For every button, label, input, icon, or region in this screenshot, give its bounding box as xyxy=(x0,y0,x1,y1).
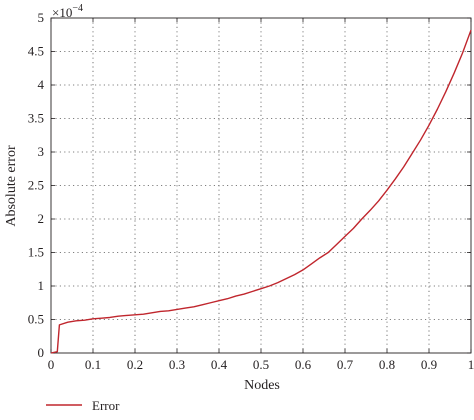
x-tick-label: 0.9 xyxy=(421,357,437,372)
series-line-error xyxy=(50,29,472,354)
y-tick-label: 4.5 xyxy=(28,44,44,59)
y-tick-label: 3.5 xyxy=(28,111,44,126)
y-axis-label: Absolute error xyxy=(4,145,19,227)
y-tick-label: 3 xyxy=(38,144,45,159)
x-tick-label: 0.3 xyxy=(169,357,185,372)
x-tick-label: 0.1 xyxy=(85,357,101,372)
legend: Error xyxy=(46,398,120,413)
x-tick-label: 0.2 xyxy=(127,357,143,372)
y-tick-label: 1.5 xyxy=(28,245,44,260)
y-tick-label: 2 xyxy=(38,211,45,226)
series-layer xyxy=(50,29,472,354)
y-tick-label: 0 xyxy=(38,345,45,360)
y-tick-label: 4 xyxy=(38,77,45,92)
y-tick-label: 0.5 xyxy=(28,312,44,327)
x-tick-label: 0.4 xyxy=(211,357,228,372)
x-tick-label: 0.7 xyxy=(337,357,354,372)
axes xyxy=(50,17,472,354)
x-axis-label: Nodes xyxy=(244,378,280,393)
y-tick-label: 1 xyxy=(38,278,45,293)
x-tick-label: 0 xyxy=(48,357,55,372)
legend-label-error: Error xyxy=(92,398,120,413)
x-tick-label: 0.8 xyxy=(379,357,395,372)
tick-labels: 0 0.1 0.2 0.3 0.4 0.5 0.6 0.7 0.8 0.9 1 0 0.5 1 1.5 2 2.… xyxy=(28,10,474,372)
y-tick-label: 5 xyxy=(38,10,45,25)
x-tick-label: 0.5 xyxy=(253,357,269,372)
y-axis-exponent: ×10−4 xyxy=(52,3,83,20)
y-tick-label: 2.5 xyxy=(28,178,44,193)
x-tick-label: 1 xyxy=(468,357,474,372)
grid-lines xyxy=(51,18,471,353)
x-tick-label: 0.6 xyxy=(295,357,312,372)
